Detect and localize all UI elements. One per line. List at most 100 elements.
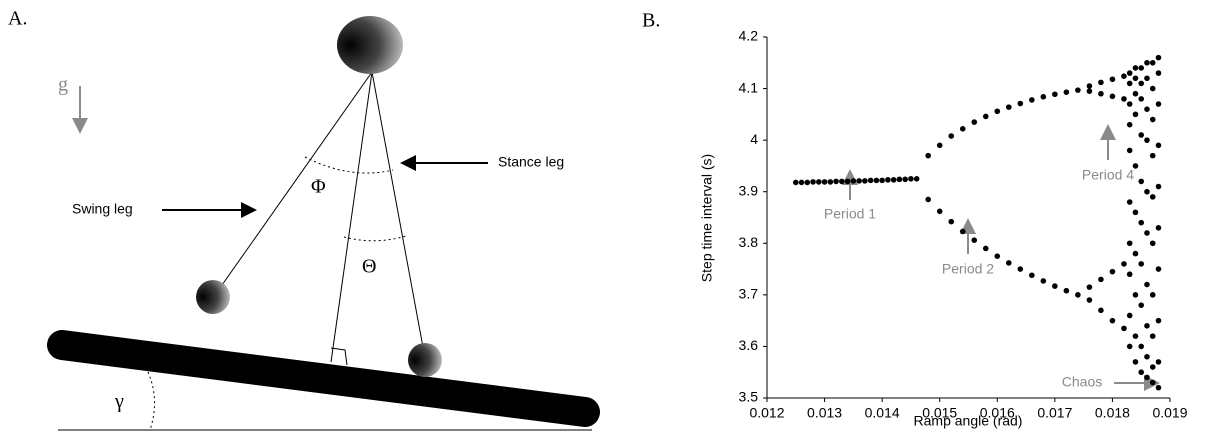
hip-mass <box>337 16 403 74</box>
point <box>1132 65 1139 71</box>
point <box>1109 93 1116 100</box>
stance-leg <box>371 71 426 359</box>
point <box>862 178 868 184</box>
point <box>1029 97 1035 103</box>
point <box>1155 142 1162 149</box>
point <box>1121 96 1127 102</box>
y-tick-label: 3.5 <box>739 389 759 405</box>
point <box>1138 343 1145 350</box>
stance-foot <box>408 343 442 377</box>
phi-label: Φ <box>311 176 326 198</box>
point <box>890 177 897 183</box>
point <box>1126 121 1133 128</box>
point <box>1144 281 1150 288</box>
point <box>1149 379 1156 386</box>
point <box>1132 209 1139 216</box>
point <box>1006 260 1012 266</box>
point <box>850 178 857 184</box>
point <box>1086 83 1093 89</box>
point <box>1138 219 1145 226</box>
point <box>902 176 908 183</box>
point <box>1149 292 1156 298</box>
phi-arc <box>304 156 394 174</box>
point <box>1149 116 1156 123</box>
point <box>936 142 943 149</box>
point <box>1132 90 1139 97</box>
point <box>896 176 903 183</box>
stance-leg-label: Stance leg <box>498 154 564 170</box>
annotation: Chaos <box>1062 374 1102 390</box>
point <box>792 179 799 186</box>
point <box>1132 359 1139 365</box>
y-axis-label: Step time interval (s) <box>699 154 715 282</box>
point <box>1109 268 1116 275</box>
y-tick-label: 3.8 <box>739 234 759 250</box>
point <box>1109 317 1116 324</box>
point <box>913 176 920 182</box>
point <box>1052 283 1058 289</box>
point <box>1132 292 1139 298</box>
y-tick-label: 3.7 <box>739 286 759 302</box>
point <box>1149 85 1156 92</box>
swing-foot <box>196 280 230 314</box>
panel-label: B. <box>642 10 660 32</box>
point <box>1098 276 1104 283</box>
point <box>1144 374 1150 381</box>
point <box>982 245 989 252</box>
point <box>1086 284 1093 290</box>
point <box>1155 54 1162 61</box>
point <box>879 177 885 184</box>
point <box>1138 96 1145 102</box>
point <box>1006 104 1012 110</box>
point <box>1132 163 1139 169</box>
annotation: Period 1 <box>824 206 876 222</box>
x-tick-label: 0.012 <box>749 405 784 421</box>
point <box>971 119 978 125</box>
point <box>1138 369 1145 376</box>
point <box>1126 240 1133 247</box>
point <box>1144 230 1150 236</box>
point <box>1040 94 1047 100</box>
point <box>1144 323 1150 329</box>
x-axis-label: Ramp angle (rad) <box>914 413 1023 429</box>
swing-leg <box>214 71 373 296</box>
point <box>1126 271 1133 278</box>
point <box>1138 65 1145 71</box>
point <box>885 177 891 183</box>
point <box>1063 89 1070 95</box>
point <box>1029 272 1035 279</box>
theta-arc <box>343 235 407 242</box>
point <box>908 176 914 182</box>
panel-label: A. <box>8 8 27 30</box>
point <box>1132 333 1139 339</box>
point <box>1126 343 1133 350</box>
y-tick-label: 4.1 <box>739 79 759 95</box>
point <box>844 178 851 185</box>
point <box>1144 75 1150 82</box>
point <box>1098 90 1104 97</box>
annotation: Period 2 <box>942 261 994 277</box>
point <box>856 178 862 184</box>
point <box>1144 353 1150 360</box>
normal-line <box>330 71 373 363</box>
point <box>1155 266 1162 272</box>
right-angle <box>330 347 348 366</box>
y-tick-label: 4 <box>750 131 758 147</box>
point <box>1155 359 1162 365</box>
point <box>1138 302 1145 308</box>
point <box>994 108 1001 115</box>
angle-arc <box>147 371 155 431</box>
point <box>936 208 943 215</box>
point <box>1086 297 1093 303</box>
point <box>1126 147 1133 154</box>
point <box>1132 111 1139 118</box>
point <box>1126 312 1133 319</box>
point <box>959 228 966 235</box>
x-tick-label: 0.014 <box>865 405 900 421</box>
point <box>810 179 816 185</box>
y-tick-label: 3.6 <box>739 337 759 353</box>
x-tick-label: 0.016 <box>980 405 1015 421</box>
point <box>1155 384 1162 391</box>
point <box>1138 80 1145 87</box>
point <box>1155 225 1162 231</box>
